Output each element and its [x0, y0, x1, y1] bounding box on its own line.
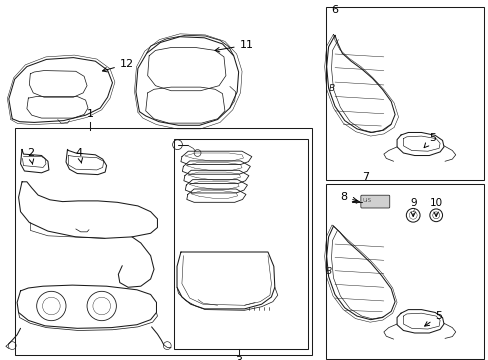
Bar	[173, 139, 307, 349]
Text: 6: 6	[331, 5, 338, 15]
FancyBboxPatch shape	[360, 195, 389, 208]
Text: 3: 3	[235, 356, 242, 360]
Text: 4: 4	[76, 148, 82, 163]
Text: B: B	[328, 84, 334, 93]
Bar	[325, 7, 483, 180]
Text: 9: 9	[409, 198, 416, 216]
Text: 5: 5	[424, 311, 441, 326]
Text: 11: 11	[215, 40, 253, 52]
Text: 12: 12	[102, 59, 134, 72]
Text: 10: 10	[429, 198, 442, 216]
Text: 5: 5	[423, 133, 435, 148]
Text: B: B	[325, 267, 331, 276]
Text: 2: 2	[27, 148, 34, 164]
Bar	[15, 128, 311, 355]
Text: UIS: UIS	[362, 198, 371, 203]
Text: 8: 8	[339, 192, 356, 202]
Bar	[325, 184, 483, 359]
Text: 1: 1	[87, 109, 94, 119]
Text: 7: 7	[361, 172, 368, 182]
